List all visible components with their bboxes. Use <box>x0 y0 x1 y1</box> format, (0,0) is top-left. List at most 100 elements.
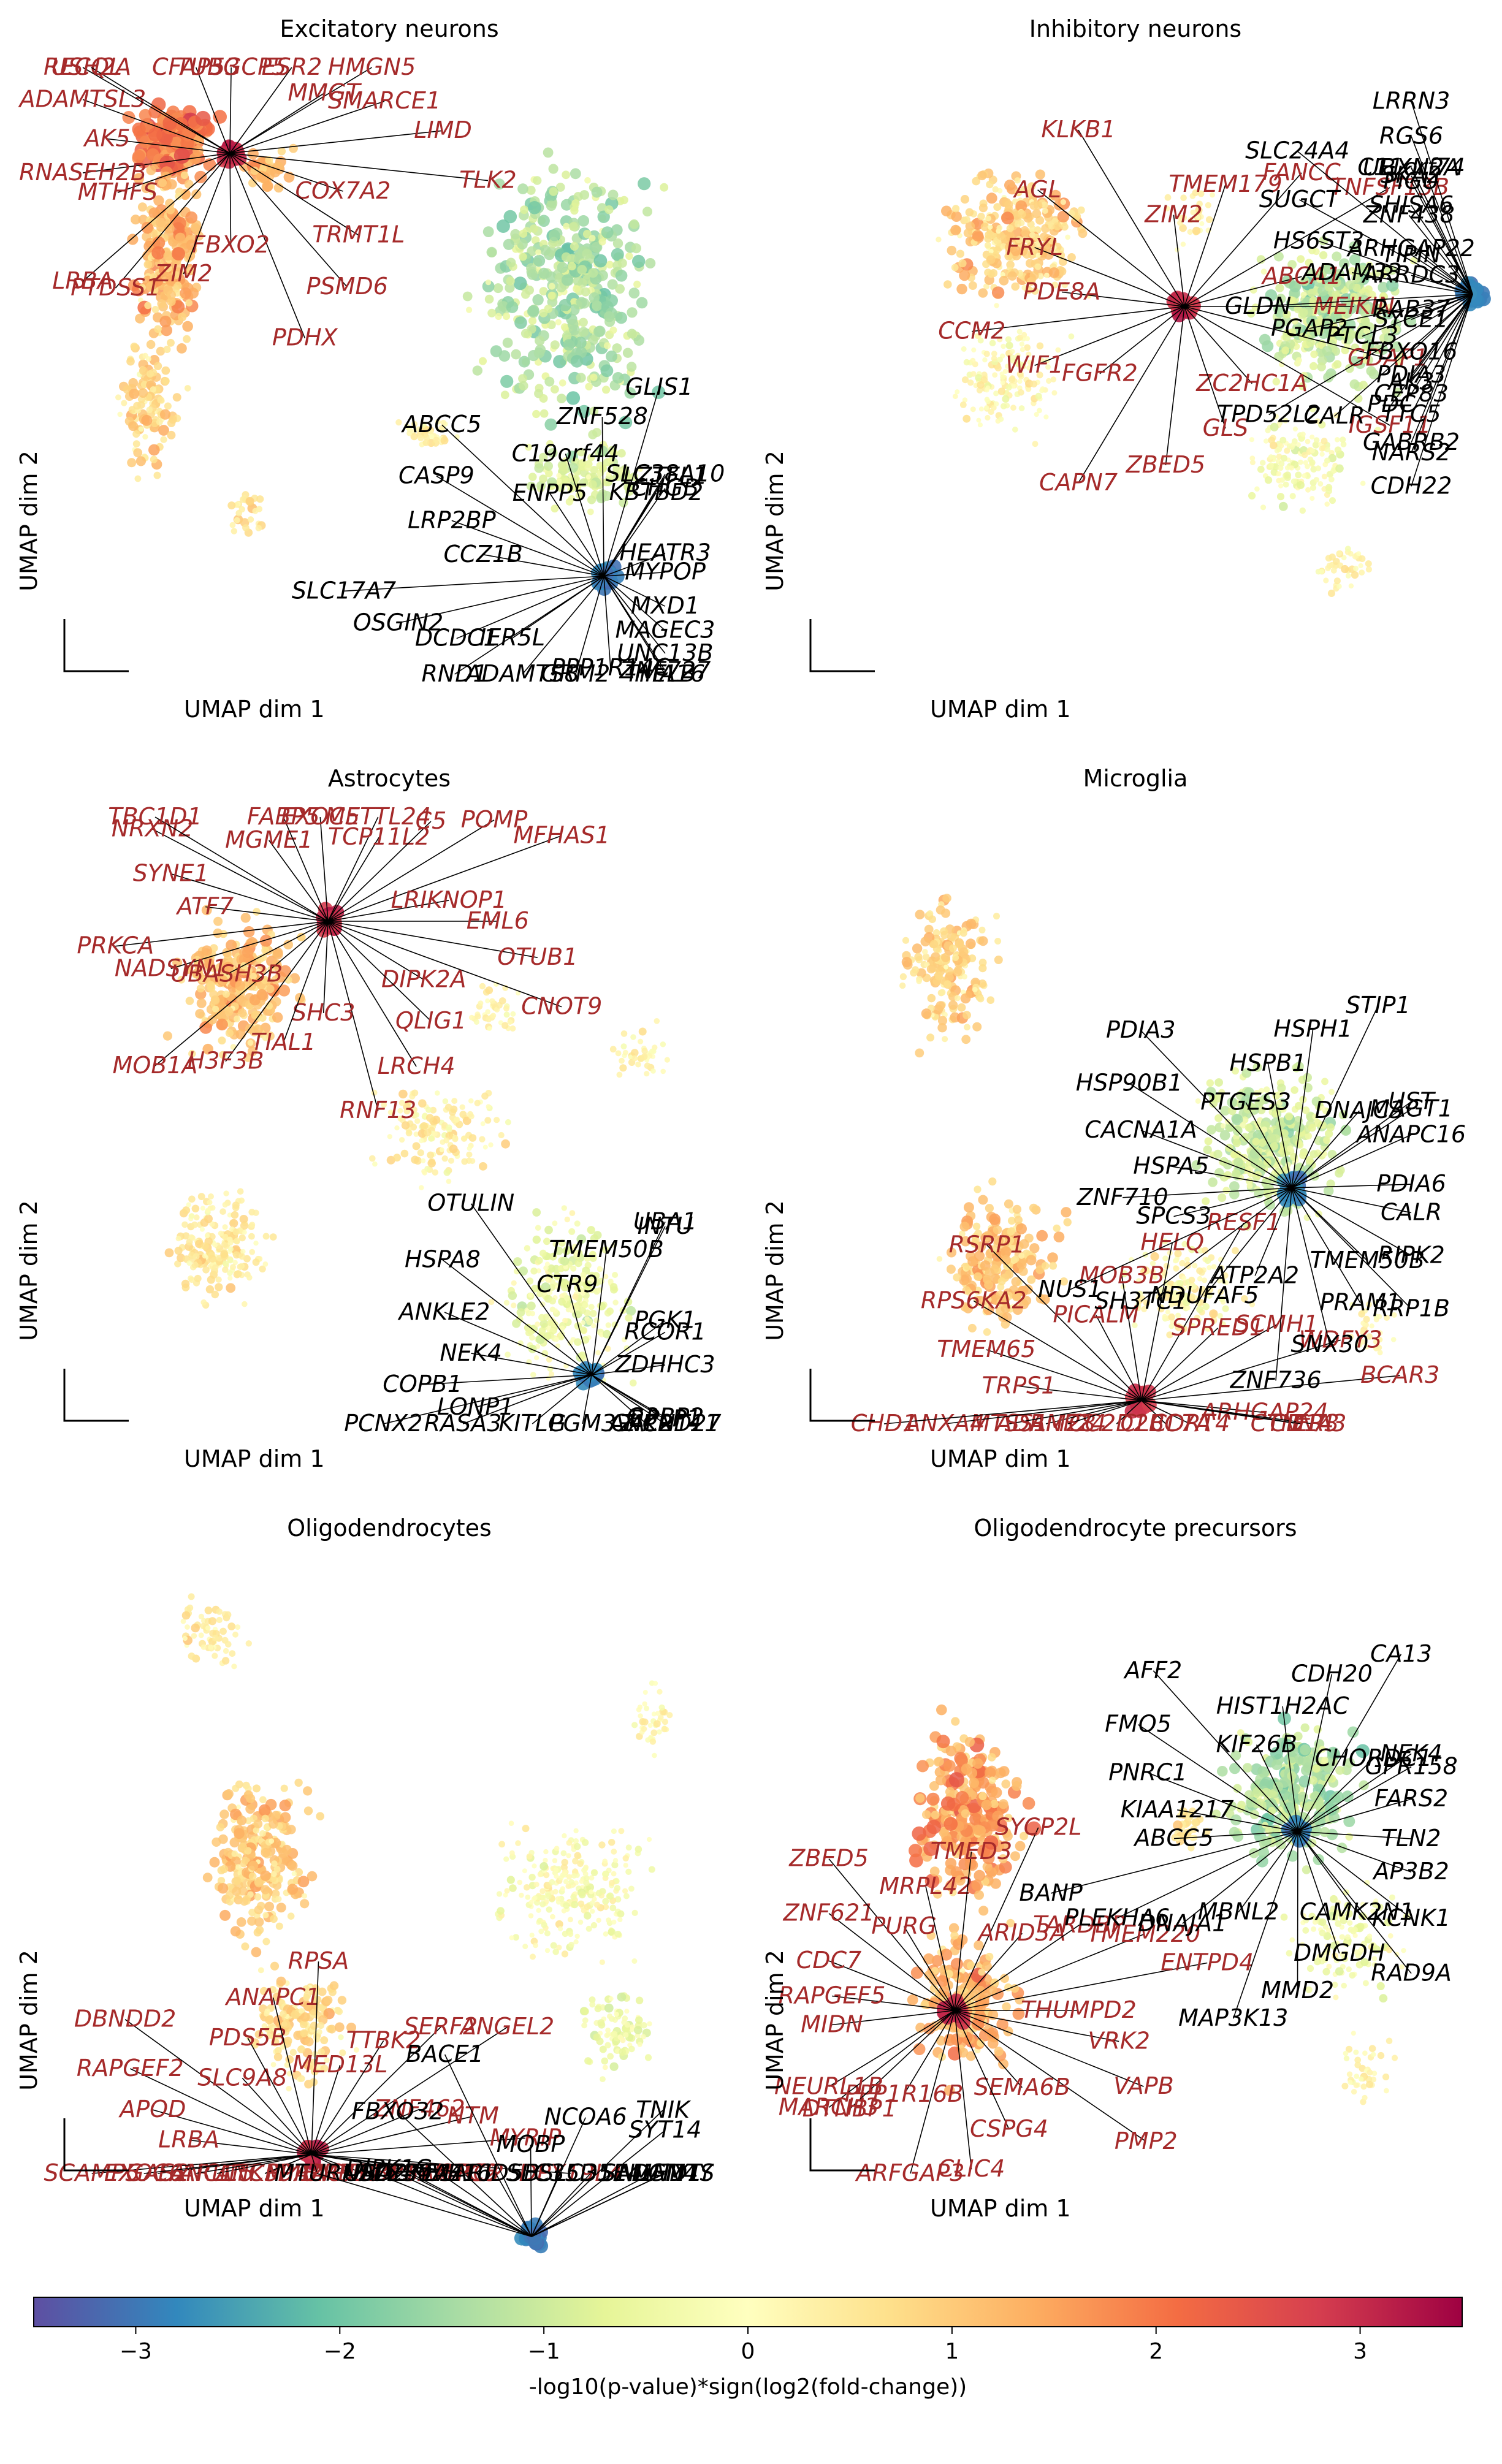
umap-point <box>201 1242 209 1250</box>
umap-point <box>1000 380 1005 386</box>
axis-scale-bar <box>809 619 875 672</box>
umap-point <box>953 967 963 977</box>
umap-point <box>1222 1187 1230 1194</box>
umap-point <box>162 377 170 385</box>
gene-label: PDHX <box>272 324 338 351</box>
umap-point <box>467 1146 472 1151</box>
umap-point <box>224 1007 234 1016</box>
umap-point <box>563 222 570 230</box>
umap-point <box>129 389 140 399</box>
umap-point <box>1267 1133 1276 1143</box>
umap-point <box>554 1336 560 1342</box>
umap-point <box>977 422 983 428</box>
umap-point <box>1316 276 1324 283</box>
umap-point <box>628 287 640 298</box>
umap-point <box>505 283 515 293</box>
umap-point <box>1180 241 1186 247</box>
umap-point <box>555 319 562 325</box>
umap-point <box>1017 210 1026 219</box>
umap-point <box>978 936 988 946</box>
umap-point <box>1050 189 1061 201</box>
umap-point <box>997 356 1003 363</box>
umap-point <box>512 1319 521 1328</box>
umap-point <box>1015 352 1021 359</box>
umap-point <box>1223 1171 1232 1180</box>
umap-point <box>194 170 207 183</box>
umap-point <box>1026 365 1032 371</box>
umap-point <box>173 281 182 290</box>
umap-point <box>1005 336 1012 343</box>
umap-point <box>1031 287 1039 295</box>
umap-point <box>1035 392 1042 400</box>
gene-label: DIPK2A <box>381 965 466 992</box>
umap-point <box>571 199 580 208</box>
umap-point <box>443 1169 451 1176</box>
umap-point <box>195 1009 205 1019</box>
umap-point <box>1329 1089 1335 1095</box>
umap-point <box>212 1005 219 1013</box>
leader-line <box>456 576 604 639</box>
umap-point <box>976 417 982 423</box>
umap-point <box>1000 375 1005 380</box>
umap-point <box>417 1149 424 1157</box>
umap-point <box>1309 459 1316 466</box>
umap-point <box>410 433 418 441</box>
umap-point <box>1382 308 1394 320</box>
umap-point <box>1018 405 1025 411</box>
umap-point <box>240 913 251 923</box>
umap-point <box>1053 1224 1061 1233</box>
umap-point <box>255 1835 262 1843</box>
umap-point <box>638 177 651 191</box>
umap-point <box>466 1151 473 1158</box>
umap-point <box>1048 267 1060 278</box>
umap-point <box>275 1896 282 1903</box>
umap-point <box>167 297 176 306</box>
umap-point <box>218 1230 224 1236</box>
leader-line <box>229 153 232 246</box>
umap-point <box>427 1151 435 1159</box>
umap-point <box>1030 380 1038 388</box>
umap-point <box>546 440 554 447</box>
gene-labels: TRPS1TMEM65RPS6KA2RSRP1PICALMMOB3BHELQRE… <box>851 992 1466 1437</box>
gene-label: FBXO2 <box>192 231 270 258</box>
umap-point <box>926 1033 935 1042</box>
umap-point <box>1363 1315 1370 1323</box>
umap-point <box>645 258 656 268</box>
umap-point <box>161 324 172 337</box>
umap-point <box>223 1847 233 1857</box>
umap-point <box>584 177 591 184</box>
umap-point <box>590 373 598 381</box>
umap-point <box>958 259 967 268</box>
umap-point <box>992 186 999 193</box>
umap-point <box>1395 358 1403 367</box>
umap-point <box>534 463 544 473</box>
umap-point <box>1005 363 1010 369</box>
umap-point <box>137 202 147 212</box>
umap-point <box>394 1125 400 1131</box>
umap-point <box>543 147 554 158</box>
umap-point <box>963 414 971 423</box>
umap-point <box>974 1185 982 1193</box>
umap-point <box>616 1071 623 1078</box>
umap-point <box>271 1860 278 1867</box>
umap-point <box>479 1136 486 1143</box>
umap-point <box>441 1155 448 1162</box>
umap-point <box>255 525 262 531</box>
umap-point <box>956 283 967 295</box>
umap-point <box>1309 484 1317 491</box>
umap-point <box>1162 1255 1168 1261</box>
umap-point <box>235 1864 242 1870</box>
gene-label: ATF7 <box>175 893 234 920</box>
umap-point <box>1214 1078 1223 1087</box>
umap-point <box>986 192 997 204</box>
umap-point <box>586 1318 593 1326</box>
umap-point <box>1208 1177 1218 1187</box>
umap-point <box>487 308 497 318</box>
umap-point <box>961 376 969 384</box>
umap-point <box>148 207 160 219</box>
umap-point <box>139 366 148 375</box>
umap-point <box>942 894 951 903</box>
umap-point <box>555 183 565 192</box>
umap-point <box>482 226 494 237</box>
